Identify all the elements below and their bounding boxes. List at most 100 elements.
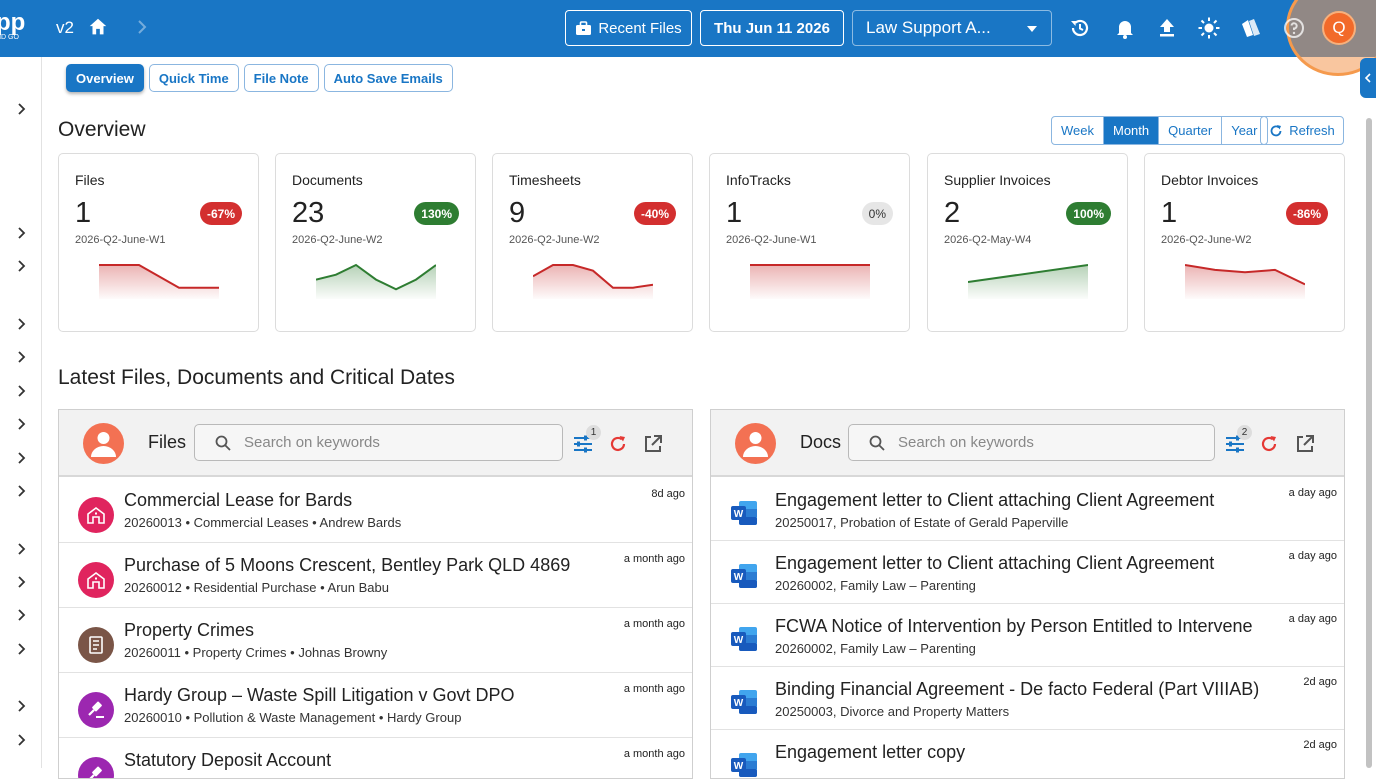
file-row[interactable]: Hardy Group – Waste Spill Litigation v G… <box>59 673 692 738</box>
tab-file-note[interactable]: File Note <box>243 64 319 92</box>
file-timestamp: 8d ago <box>651 488 685 500</box>
sidebar-expand-chevron-icon[interactable] <box>16 734 26 746</box>
sidebar-expand-chevron-icon[interactable] <box>16 543 26 555</box>
card-value: 1 <box>75 197 92 229</box>
sidebar-expand-chevron-icon[interactable] <box>16 318 26 330</box>
file-title: Commercial Lease for Bards <box>124 490 353 510</box>
doc-timestamp: a day ago <box>1288 487 1337 499</box>
sparkline-chart <box>316 263 436 299</box>
sidebar-expand-chevron-icon[interactable] <box>16 103 26 115</box>
tab-quick-time[interactable]: Quick Time <box>148 64 239 92</box>
sidebar-expand-chevron-icon[interactable] <box>16 485 26 497</box>
files-search[interactable] <box>194 424 563 461</box>
open-external-icon[interactable] <box>642 433 664 455</box>
user-avatar[interactable]: Q <box>1322 11 1356 45</box>
refresh-button[interactable]: Refresh <box>1260 116 1344 145</box>
period-toggle: Week Month Quarter Year <box>1051 116 1268 145</box>
recent-files-button[interactable]: Recent Files <box>565 10 692 46</box>
period-month[interactable]: Month <box>1104 117 1160 144</box>
right-drawer-toggle[interactable] <box>1360 58 1376 98</box>
sparkline-line <box>968 264 1088 283</box>
sparkline-chart <box>1185 264 1305 299</box>
doc-row[interactable]: W FCWA Notice of Intervention by Person … <box>711 604 1344 667</box>
doc-row[interactable]: W Engagement letter to Client attaching … <box>711 541 1344 604</box>
doc-row[interactable]: W Engagement letter copy 2d ago <box>711 730 1344 778</box>
doc-title: Engagement letter copy <box>775 742 966 762</box>
stat-card-debtor-invoices[interactable]: Debtor Invoices 1 -86% 2026-Q2-June-W2 <box>1144 153 1345 332</box>
file-subtitle: 20260011 • Property Crimes • Johnas Brow… <box>124 645 388 660</box>
user-avatar-icon <box>83 423 124 464</box>
gavel-icon <box>78 757 114 778</box>
filter-count-badge: 2 <box>1237 425 1252 440</box>
sidebar-expand-chevron-icon[interactable] <box>16 609 26 621</box>
files-search-input[interactable] <box>244 434 524 451</box>
history-icon[interactable] <box>1068 16 1092 40</box>
file-row[interactable]: Purchase of 5 Moons Crescent, Bentley Pa… <box>59 543 692 608</box>
bell-icon[interactable] <box>1113 16 1137 40</box>
tab-overview[interactable]: Overview <box>66 64 144 92</box>
period-year[interactable]: Year <box>1231 123 1258 138</box>
brightness-icon[interactable] <box>1197 16 1221 40</box>
doc-subtitle: 20260002, Family Law – Parenting <box>775 578 976 593</box>
docs-panel-header: Docs 2 <box>711 410 1344 477</box>
period-week[interactable]: Week <box>1052 117 1104 144</box>
word-document-icon: W <box>731 564 757 588</box>
file-title: Property Crimes <box>124 620 255 640</box>
file-subtitle: 20260012 • Residential Purchase • Arun B… <box>124 580 389 595</box>
doc-row[interactable]: W Engagement letter to Client attaching … <box>711 478 1344 541</box>
sidebar-expand-chevron-icon[interactable] <box>16 385 26 397</box>
tab-auto-save-emails[interactable]: Auto Save Emails <box>323 64 453 92</box>
docs-search-input[interactable] <box>898 434 1178 451</box>
stat-card-supplier-invoices[interactable]: Supplier Invoices 2 100% 2026-Q2-May-W4 <box>927 153 1128 332</box>
firm-select[interactable]: Law Support A... <box>852 10 1052 46</box>
filter-icon[interactable] <box>1224 433 1246 455</box>
overview-title: Overview <box>58 118 146 141</box>
word-document-icon: W <box>731 627 757 651</box>
change-badge: -86% <box>1285 202 1328 225</box>
file-row[interactable]: Statutory Deposit Account a month ago <box>59 738 692 778</box>
vertical-scrollbar[interactable] <box>1365 118 1373 768</box>
stat-card-files[interactable]: Files 1 -67% 2026-Q2-June-W1 <box>58 153 259 332</box>
card-title: Debtor Invoices <box>1161 172 1259 188</box>
stat-card-timesheets[interactable]: Timesheets 9 -40% 2026-Q2-June-W2 <box>492 153 693 332</box>
sidebar <box>0 57 42 768</box>
sparkline-area <box>533 265 653 299</box>
card-value: 1 <box>1161 197 1178 229</box>
open-external-icon[interactable] <box>1294 433 1316 455</box>
sidebar-expand-chevron-icon[interactable] <box>16 576 26 588</box>
doc-row[interactable]: W Binding Financial Agreement - De facto… <box>711 667 1344 730</box>
svg-text:W: W <box>734 509 744 520</box>
docs-panel-title: Docs <box>800 432 842 452</box>
briefcase-icon <box>576 20 592 35</box>
help-icon[interactable] <box>1282 16 1306 40</box>
sparkline-area <box>968 265 1088 299</box>
sparkline-chart <box>533 264 653 299</box>
sidebar-expand-chevron-icon[interactable] <box>16 351 26 363</box>
scrollbar-thumb[interactable] <box>1366 118 1372 768</box>
refresh-icon[interactable] <box>1258 433 1280 455</box>
upload-icon[interactable] <box>1155 16 1179 40</box>
sidebar-expand-chevron-icon[interactable] <box>16 643 26 655</box>
stat-card-documents[interactable]: Documents 23 130% 2026-Q2-June-W2 <box>275 153 476 332</box>
sidebar-expand-chevron-icon[interactable] <box>16 418 26 430</box>
cards-icon[interactable] <box>1239 16 1263 40</box>
doc-timestamp: a day ago <box>1288 613 1337 625</box>
docs-search[interactable] <box>848 424 1215 461</box>
home-icon[interactable] <box>87 16 109 38</box>
date-button[interactable]: Thu Jun 11 2026 <box>700 10 844 46</box>
files-panel: Files 1 Commercial Lease for Bards 20260… <box>58 409 693 779</box>
files-panel-header: Files 1 <box>59 410 692 477</box>
app-logo[interactable]: pp ND GO <box>0 9 26 42</box>
refresh-icon[interactable] <box>607 433 629 455</box>
sidebar-expand-chevron-icon[interactable] <box>16 452 26 464</box>
change-badge: 130% <box>414 202 459 225</box>
file-row[interactable]: Commercial Lease for Bards 20260013 • Co… <box>59 478 692 543</box>
sidebar-expand-chevron-icon[interactable] <box>16 227 26 239</box>
sidebar-expand-chevron-icon[interactable] <box>16 260 26 272</box>
file-row[interactable]: Property Crimes 20260011 • Property Crim… <box>59 608 692 673</box>
sidebar-expand-chevron-icon[interactable] <box>16 700 26 712</box>
sparkline-area <box>1185 265 1305 299</box>
document-icon <box>78 627 114 663</box>
period-quarter[interactable]: Quarter <box>1159 117 1223 144</box>
stat-card-infotracks[interactable]: InfoTracks 1 0% 2026-Q2-June-W1 <box>709 153 910 332</box>
